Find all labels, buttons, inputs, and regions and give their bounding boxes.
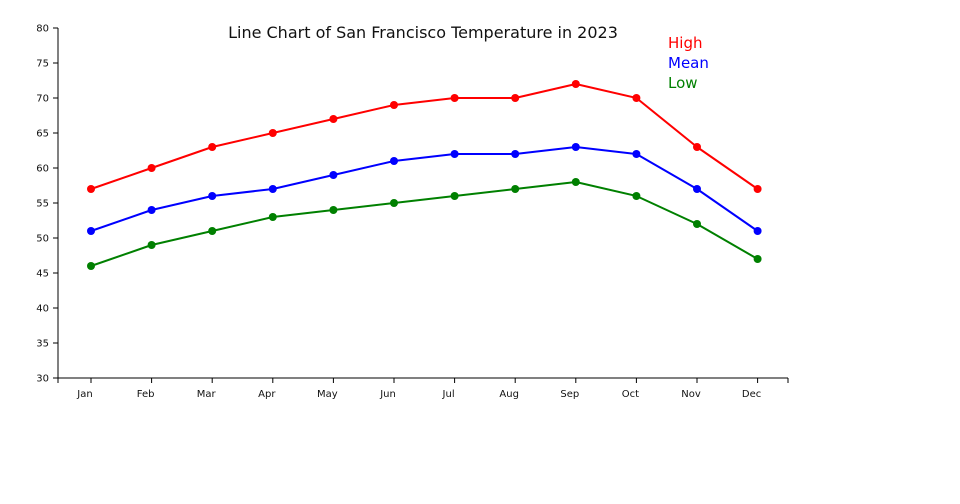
data-point-low (693, 220, 701, 228)
x-tick-label: May (317, 389, 338, 400)
axes: 30 35 40 45 50 55 60 65 70 75 80 Jan Feb Mar Apr May Jun… (36, 24, 789, 400)
data-point-mean (632, 150, 641, 158)
chart-title: Line Chart of San Francisco Temperature … (228, 23, 618, 42)
data-point-high (208, 143, 217, 151)
y-tick-label: 40 (36, 304, 49, 315)
x-tick-label: Mar (197, 389, 217, 400)
data-point-high (329, 115, 338, 123)
y-tick-label: 30 (36, 374, 49, 385)
data-point-high (632, 94, 641, 102)
data-point-high (571, 80, 580, 88)
data-point-mean (268, 185, 277, 193)
data-point-high (268, 129, 277, 137)
y-tick-label: 65 (36, 129, 49, 140)
data-point-mean (390, 157, 398, 165)
series-line-high (90, 83, 759, 190)
x-tick-label: Jun (379, 389, 396, 400)
series-low (87, 178, 762, 270)
data-point-low (450, 192, 459, 200)
series-high (87, 80, 762, 193)
series-layer (87, 80, 762, 270)
y-tick-label: 45 (36, 269, 49, 280)
data-point-low (753, 255, 762, 263)
data-point-high (511, 94, 520, 102)
legend-entry-high: High (668, 34, 702, 52)
data-point-mean (450, 150, 459, 158)
data-point-mean (511, 150, 520, 158)
data-point-high (450, 94, 459, 102)
x-tick-label: Jan (76, 389, 92, 400)
y-tick-label: 55 (36, 199, 49, 210)
data-point-high (390, 101, 398, 109)
x-tick-label: Apr (258, 389, 276, 400)
series-mean (87, 143, 762, 235)
x-tick-label: Sep (560, 389, 579, 400)
data-point-mean (693, 185, 701, 193)
y-tick-label: 35 (36, 339, 49, 350)
data-point-low (511, 185, 520, 193)
x-tick-label: Jul (442, 389, 455, 400)
y-tick-label: 75 (36, 59, 49, 70)
data-point-high (693, 143, 701, 151)
data-point-high (147, 164, 156, 172)
data-point-mean (753, 227, 762, 235)
data-point-low (571, 178, 580, 186)
y-tick-label: 50 (36, 234, 49, 245)
legend-entry-mean: Mean (668, 54, 709, 72)
series-line-mean (90, 146, 759, 232)
data-point-mean (329, 171, 338, 179)
data-point-mean (147, 206, 156, 214)
x-tick-label: Dec (742, 389, 761, 400)
data-point-mean (87, 227, 95, 235)
data-point-mean (571, 143, 580, 151)
legend-entry-low: Low (668, 74, 698, 92)
data-point-low (147, 241, 156, 249)
data-point-low (87, 262, 95, 270)
data-point-low (208, 227, 217, 235)
y-tick-label: 60 (36, 164, 49, 175)
data-point-low (329, 206, 338, 214)
x-tick-label: Feb (137, 389, 155, 400)
data-point-low (268, 213, 277, 221)
data-point-low (632, 192, 641, 200)
legend: High Mean Low (668, 34, 709, 92)
x-tick-label: Aug (499, 389, 519, 400)
x-tick-label: Oct (622, 389, 639, 400)
data-point-high (87, 185, 95, 193)
series-line-low (90, 181, 759, 267)
y-tick-label: 70 (36, 94, 49, 105)
y-tick-label: 80 (36, 24, 49, 35)
data-point-mean (208, 192, 217, 200)
data-point-high (753, 185, 762, 193)
data-point-low (390, 199, 398, 207)
x-tick-label: Nov (681, 389, 701, 400)
